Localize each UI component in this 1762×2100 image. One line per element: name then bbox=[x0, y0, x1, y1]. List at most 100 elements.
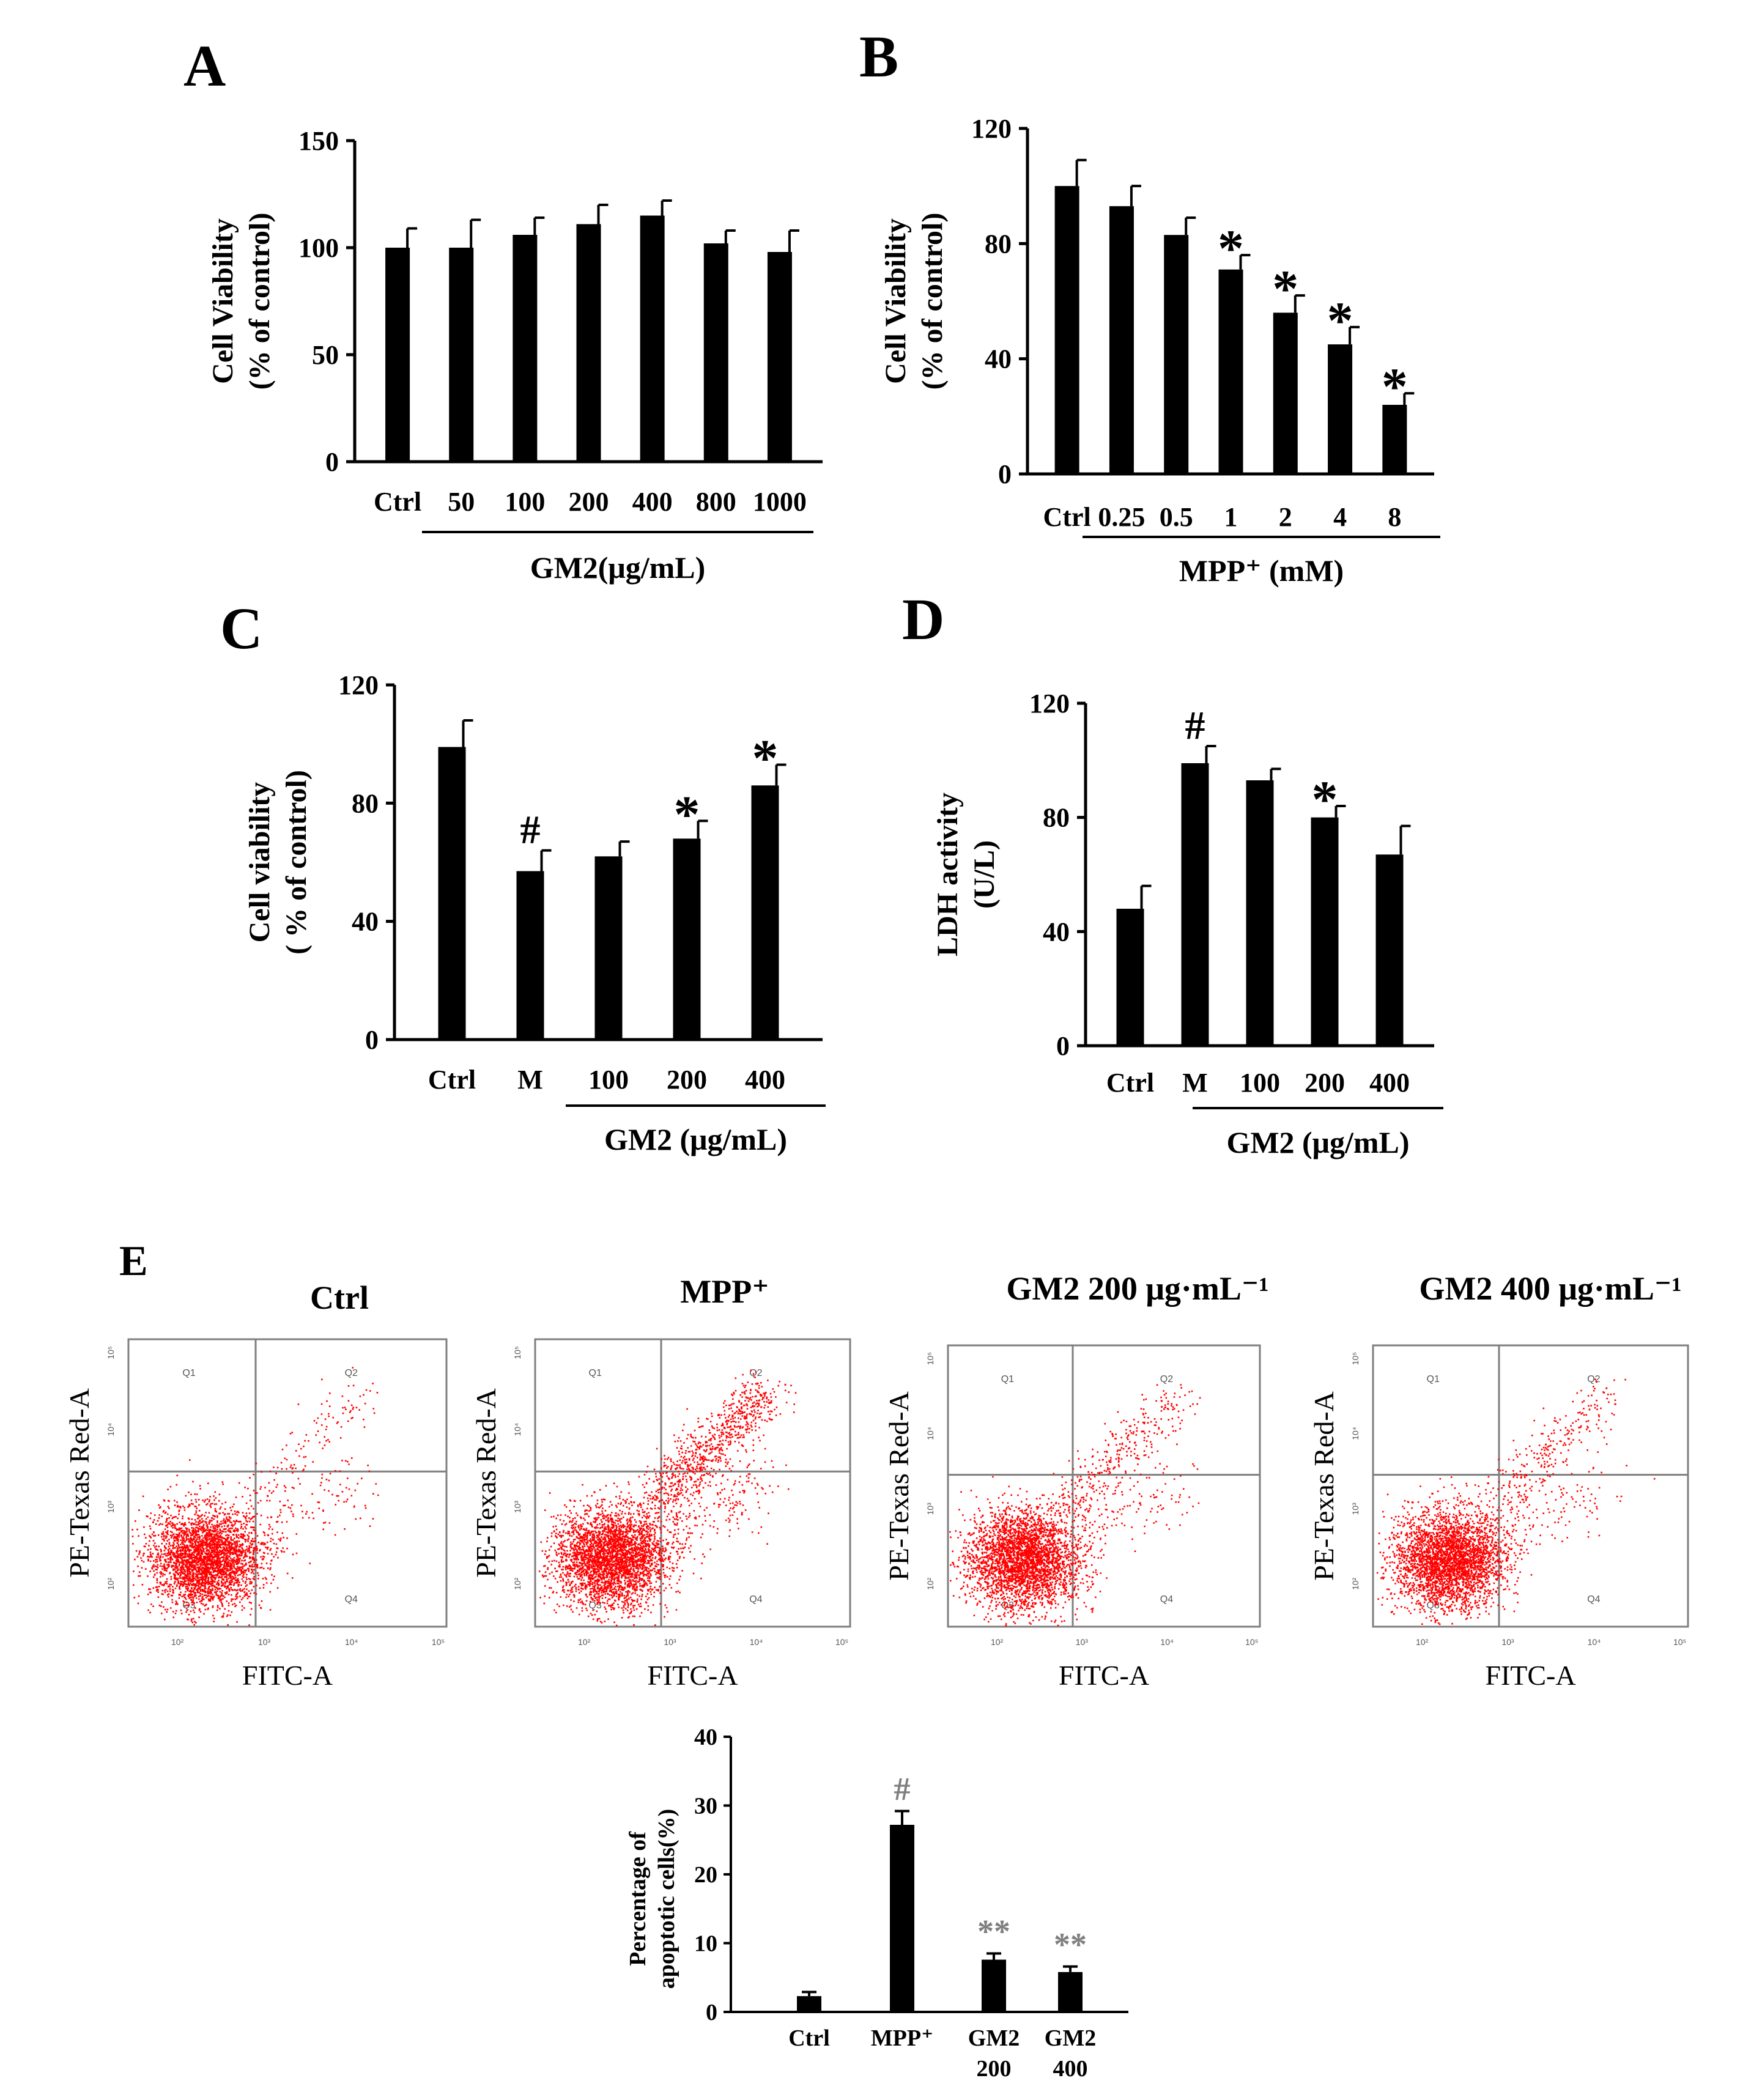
y-axis-label-2: (U/L) bbox=[968, 840, 1001, 909]
significance-mark: * bbox=[1312, 770, 1338, 829]
panel-letter-D: D bbox=[902, 586, 944, 652]
x-tick-label: 10² bbox=[578, 1637, 591, 1647]
bar bbox=[982, 1959, 1006, 2012]
y-tick-label: 10³ bbox=[925, 1503, 935, 1515]
x-tick-label: 10³ bbox=[1076, 1637, 1089, 1647]
quadrant-label: Q2 bbox=[1160, 1374, 1173, 1385]
x-tick-label: 10³ bbox=[1501, 1637, 1514, 1647]
flow-cytometry-panels: CtrlQ1Q2Q3Q410²10²10³10³10⁴10⁴10⁵10⁵FITC… bbox=[64, 1270, 1689, 1691]
x-tick-label: 10⁵ bbox=[432, 1637, 445, 1647]
significance-mark: * bbox=[752, 729, 779, 788]
flow-x-axis-label: FITC-A bbox=[1485, 1660, 1575, 1691]
y-tick-label: 40 bbox=[1043, 917, 1070, 947]
flow-panel: GM2 200 μg·mL⁻¹Q1Q2Q3Q410²10²10³10³10⁴10… bbox=[883, 1270, 1269, 1691]
category-label: 100 bbox=[588, 1065, 629, 1095]
bar bbox=[673, 838, 701, 1040]
y-tick-label: 120 bbox=[338, 670, 379, 700]
significance-mark: # bbox=[520, 808, 541, 852]
y-axis-label: Cell Viability bbox=[879, 218, 912, 384]
flow-event-dots bbox=[949, 1384, 1201, 1627]
y-tick-label: 120 bbox=[971, 114, 1012, 144]
y-tick-label: 10² bbox=[1350, 1577, 1360, 1590]
bar bbox=[1109, 206, 1134, 474]
category-label: Ctrl bbox=[1043, 502, 1091, 532]
y-tick-label: 10² bbox=[513, 1577, 522, 1590]
quadrant-label: Q1 bbox=[1427, 1374, 1440, 1385]
category-label: 100 bbox=[505, 487, 545, 517]
flow-panel-title: MPP⁺ bbox=[680, 1273, 769, 1310]
category-label: M bbox=[1182, 1068, 1208, 1098]
panel-letter-E: E bbox=[119, 1238, 148, 1285]
x-tick-label: 10⁴ bbox=[1588, 1637, 1601, 1647]
significance-mark: * bbox=[1272, 259, 1298, 318]
flow-panel: GM2 400 μg·mL⁻¹Q1 Q2Q3Q410²10²10³10³10⁴10… bbox=[1308, 1270, 1689, 1691]
y-tick-label: 10⁴ bbox=[513, 1423, 522, 1436]
bar bbox=[1181, 763, 1209, 1046]
category-label: 2 bbox=[1279, 502, 1292, 532]
bar bbox=[1218, 269, 1243, 474]
quadrant-label: Q1 bbox=[182, 1368, 195, 1378]
flow-x-axis-label: FITC-A bbox=[1059, 1660, 1149, 1691]
y-tick-label: 0 bbox=[365, 1025, 379, 1055]
significance-mark: * bbox=[1327, 291, 1353, 350]
bar bbox=[1311, 817, 1339, 1046]
y-tick-label: 40 bbox=[694, 1725, 717, 1750]
group-label: GM2 (μg/mL) bbox=[1226, 1125, 1409, 1159]
bar bbox=[513, 235, 538, 462]
significance-mark: * bbox=[674, 785, 700, 843]
category-label: 0.5 bbox=[1160, 502, 1193, 532]
significance-mark: # bbox=[894, 1771, 911, 1808]
y-axis-label-2: apoptotic cells(%) bbox=[654, 1809, 679, 1989]
flow-panel-title: Ctrl bbox=[310, 1279, 369, 1316]
y-tick-label: 30 bbox=[694, 1794, 717, 1819]
flow-y-axis-label: PE-Texas Red-A bbox=[1308, 1391, 1339, 1581]
y-tick-label: 10⁵ bbox=[106, 1346, 116, 1359]
significance-mark: # bbox=[1185, 703, 1205, 748]
panel-letter-A: A bbox=[183, 33, 226, 98]
y-tick-label: 10⁵ bbox=[1350, 1352, 1360, 1365]
y-tick-label: 40 bbox=[352, 907, 379, 937]
significance-mark: * bbox=[1382, 357, 1408, 416]
bar bbox=[449, 248, 474, 462]
y-axis-label: LDH activity bbox=[931, 793, 964, 956]
quadrant-label: Q1 bbox=[1001, 1374, 1014, 1385]
x-tick-label: 10⁴ bbox=[345, 1637, 358, 1647]
flow-x-axis-label: FITC-A bbox=[647, 1660, 738, 1691]
category-label: GM2 bbox=[1045, 2025, 1096, 2051]
x-tick-label: 10⁵ bbox=[835, 1637, 848, 1647]
y-axis-label: Percentage of bbox=[625, 1831, 651, 1966]
x-tick-label: 10² bbox=[1416, 1637, 1429, 1647]
y-tick-label: 80 bbox=[1043, 803, 1070, 833]
flow-plot-frame bbox=[947, 1344, 1261, 1628]
bar bbox=[751, 785, 779, 1040]
quadrant-label: Q4 bbox=[749, 1594, 762, 1605]
category-label: M bbox=[517, 1065, 543, 1095]
x-tick-label: 10² bbox=[991, 1637, 1004, 1647]
quadrant-label: Q1 bbox=[589, 1368, 602, 1378]
category-label: MPP⁺ bbox=[871, 2025, 933, 2051]
y-tick-label: 10 bbox=[694, 1931, 717, 1957]
y-tick-label: 20 bbox=[694, 1862, 717, 1888]
category-label: 1 bbox=[1224, 502, 1238, 532]
group-label: GM2 (μg/mL) bbox=[604, 1122, 787, 1156]
quadrant-label: Q4 bbox=[345, 1594, 358, 1605]
chart-a: 0 50 100 150 Cell Viability (% of control) Ctr… bbox=[207, 126, 823, 585]
bar bbox=[890, 1825, 914, 2012]
group-label: GM2(μg/mL) bbox=[530, 550, 706, 585]
chart-b: 0 40 80 120 Cell Viability (% of control) Ctrl… bbox=[879, 114, 1440, 588]
category-label: 200 bbox=[569, 487, 609, 517]
y-tick-label: 0 bbox=[706, 2000, 717, 2025]
category-label: Ctrl bbox=[374, 487, 421, 517]
category-label: 400 bbox=[1369, 1068, 1410, 1098]
quadrant-label: Q2 bbox=[1587, 1374, 1600, 1385]
bar bbox=[1328, 344, 1353, 474]
flow-plot-frame bbox=[127, 1338, 448, 1628]
flow-panel-title: GM2 200 μg·mL⁻¹ bbox=[1006, 1270, 1268, 1307]
chart-c: 0 40 80 120 Cell viability( % of control) Ctr… bbox=[243, 670, 826, 1156]
bar bbox=[1382, 405, 1407, 474]
y-axis-label-2: (% of control) bbox=[916, 213, 949, 390]
x-tick-label: 10² bbox=[171, 1637, 184, 1647]
bar bbox=[640, 215, 665, 462]
bar bbox=[703, 243, 728, 462]
